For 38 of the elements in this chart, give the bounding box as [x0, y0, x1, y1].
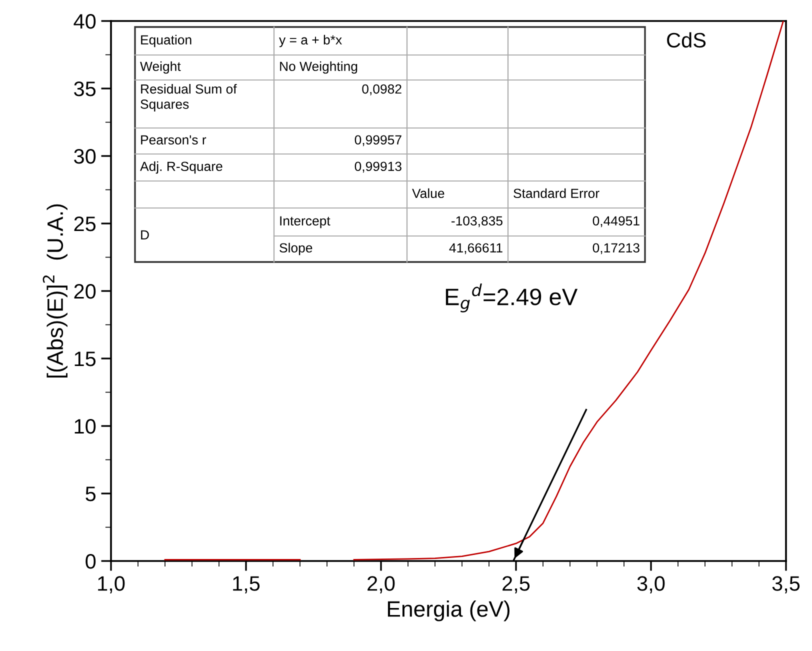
y-tick-label: 35 [74, 82, 96, 96]
x-tick-label: 3,0 [637, 576, 665, 594]
y-tick-label: 20 [74, 284, 96, 299]
annotation: Residual Sum of Squares [140, 84, 237, 112]
annotation: 0,99913 [354, 162, 402, 173]
annotation: 0,17213 [592, 243, 640, 254]
y-tick-label: 0 [86, 554, 96, 569]
annotation: E$_{g}$$^{d}$=2.49 eV [446, 283, 578, 312]
annotation: -103,835 [452, 216, 502, 228]
y-tick-label: 5 [86, 486, 96, 502]
annotation: 0,44951 [592, 216, 640, 228]
x-axis-title: Energia (eV) [388, 600, 510, 622]
annotation: y = a + b*x [279, 34, 342, 48]
annotation: Pearson's r [141, 135, 206, 145]
annotation: CdS [667, 32, 706, 48]
annotation: Intercept [280, 216, 330, 228]
annotation: 0,0982 [362, 84, 402, 96]
x-tick-label: 1,5 [233, 576, 260, 594]
annotation: Value [412, 188, 444, 198]
x-tick-label: 2,5 [502, 576, 530, 594]
annotation: Adj. R-Square [140, 161, 222, 174]
x-tick-label: 3,5 [772, 576, 800, 594]
y-tick-label: 30 [74, 149, 96, 164]
annotation: Slope [280, 242, 312, 256]
annotation: Equation [141, 34, 192, 48]
annotation: Standard Error [514, 188, 600, 198]
x-tick-label: 1,0 [98, 576, 125, 594]
annotation: Weight [140, 61, 181, 74]
y-axis-title: [(Abs)(E)]$^{2}$ (U.A.) [42, 204, 68, 378]
annotation: No Weighting [280, 61, 358, 74]
y-tick-label: 40 [74, 14, 96, 29]
y-tick-label: 25 [74, 216, 96, 232]
y-tick-label: 10 [74, 419, 96, 434]
x-tick-label: 2,0 [368, 576, 395, 594]
y-tick-label: 15 [74, 352, 96, 366]
annotation: D [141, 230, 149, 240]
annotation: 41,66611 [449, 243, 502, 254]
annotation: 0,99957 [354, 135, 402, 146]
